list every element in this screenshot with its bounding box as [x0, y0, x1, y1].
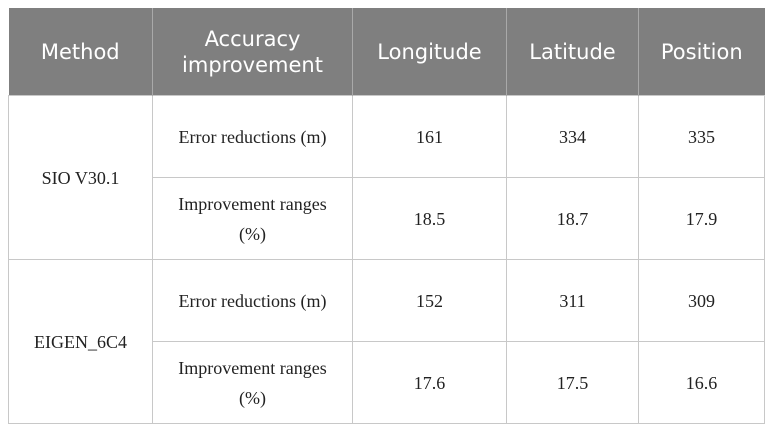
- metric-cell: Improvement ranges (%): [152, 341, 353, 424]
- value-cell: 335: [638, 95, 765, 178]
- value-cell: 311: [506, 259, 639, 342]
- value-cell: 334: [506, 95, 639, 178]
- value-cell: 161: [352, 95, 507, 178]
- table-body: SIO V30.1 Error reductions (m) 161 334 335 Im…: [8, 95, 765, 424]
- table-row: SIO V30.1 Error reductions (m) 161 334 335: [8, 95, 765, 260]
- header-cell: Longitude: [352, 8, 507, 96]
- value-cell: 18.5: [352, 177, 507, 260]
- value-cell: 17.6: [352, 341, 507, 424]
- table-row: Improvement ranges (%) 17.6 17.5 16.6: [9, 341, 765, 424]
- table-row: Improvement ranges (%) 18.5 18.7 17.9: [9, 177, 765, 260]
- value-cell: 16.6: [638, 341, 765, 424]
- header-row: Method Accuracy improvement Longitude La…: [8, 8, 765, 96]
- method-cell: SIO V30.1: [8, 95, 153, 260]
- header-cell: Accuracy improvement: [152, 8, 353, 96]
- header-cell: Method: [8, 8, 153, 96]
- header-cell: Position: [638, 8, 765, 96]
- value-cell: 309: [638, 259, 765, 342]
- value-cell: 17.9: [638, 177, 765, 260]
- table-header: Method Accuracy improvement Longitude La…: [8, 8, 765, 96]
- value-cell: 17.5: [506, 341, 639, 424]
- metric-cell: Improvement ranges (%): [152, 177, 353, 260]
- metric-cell: Error reductions (m): [152, 95, 353, 178]
- table-row: EIGEN_6C4 Error reductions (m) 152 311 309: [8, 259, 765, 424]
- metric-cell: Error reductions (m): [152, 259, 353, 342]
- results-table: Method Accuracy improvement Longitude La…: [8, 8, 765, 424]
- header-cell: Latitude: [506, 8, 639, 96]
- value-cell: 18.7: [506, 177, 639, 260]
- method-cell: EIGEN_6C4: [8, 259, 153, 424]
- value-cell: 152: [352, 259, 507, 342]
